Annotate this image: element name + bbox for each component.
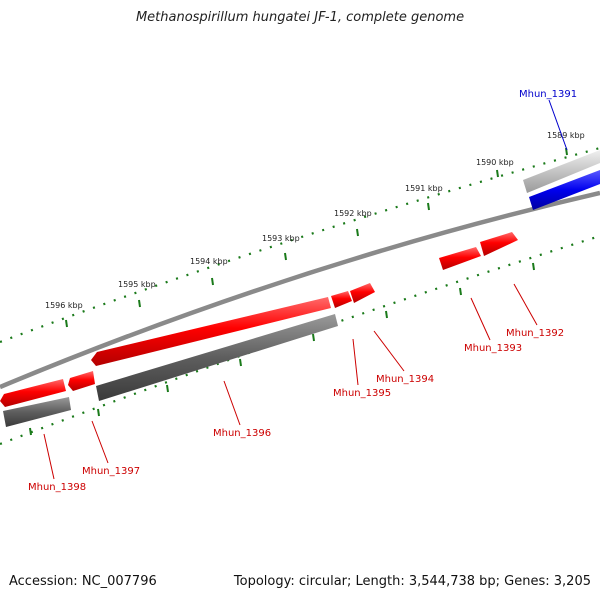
- kbp-tick-label: 1591 kbp: [405, 184, 443, 193]
- genome-title: Methanospirillum hungatei JF-1, complete…: [135, 10, 465, 25]
- kbp-tick: [284, 252, 287, 261]
- label-mhun-1397[interactable]: Mhun_1397: [82, 466, 140, 477]
- gene-features: [0, 150, 600, 427]
- label-mhun-1392[interactable]: Mhun_1392: [506, 328, 564, 339]
- leader-mhun-1398: [43, 433, 55, 480]
- kbp-tick: [427, 202, 430, 211]
- genome-backbone: [0, 190, 600, 390]
- gene-mhun-1392[interactable]: [480, 232, 518, 256]
- label-mhun-1393[interactable]: Mhun_1393: [464, 343, 522, 354]
- kbp-tick: [356, 228, 359, 237]
- kbp-tick-label: 1596 kbp: [45, 301, 83, 310]
- kbp-tick: [65, 319, 68, 328]
- label-mhun-1398[interactable]: Mhun_1398: [28, 482, 86, 493]
- leader-mhun-1396: [223, 380, 241, 426]
- label-mhun-1395[interactable]: Mhun_1395: [333, 388, 391, 399]
- kbp-tick-label: 1593 kbp: [262, 234, 300, 243]
- kbp-scale: 1589 kbp 1590 kbp 1591 kbp 1592 kbp 1593 kbp…: [45, 131, 585, 328]
- leader-mhun-1391: [548, 99, 568, 151]
- gene-labels: Mhun_1391 Mhun_1392 Mhun_1393 Mhun_1394 …: [28, 89, 577, 493]
- gene-mhun-1393[interactable]: [439, 247, 481, 270]
- leader-mhun-1393: [470, 297, 491, 341]
- gene-mhun-1394[interactable]: [350, 283, 375, 303]
- gene-mhun-1397[interactable]: [68, 371, 95, 391]
- inner-major-ticks: [29, 262, 535, 436]
- kbp-tick-label: 1589 kbp: [547, 131, 585, 140]
- inner-ruler: [0, 234, 600, 446]
- accession-label: Accession: NC_007796: [9, 574, 157, 589]
- leader-mhun-1397: [91, 420, 109, 464]
- gene-mhun-1395[interactable]: [331, 291, 352, 308]
- kbp-tick: [138, 299, 141, 308]
- label-mhun-1394[interactable]: Mhun_1394: [376, 374, 434, 385]
- kbp-tick: [496, 169, 499, 178]
- gene-mhun-1398-cds[interactable]: [3, 397, 71, 427]
- kbp-tick-label: 1594 kbp: [190, 257, 228, 266]
- kbp-tick: [211, 277, 214, 286]
- gene-mhun-1396[interactable]: [91, 297, 331, 366]
- kbp-tick-label: 1592 kbp: [334, 209, 372, 218]
- outer-ruler: [0, 146, 600, 344]
- kbp-tick-label: 1590 kbp: [476, 158, 514, 167]
- gene-mhun-1391[interactable]: [529, 170, 600, 210]
- leader-mhun-1395: [352, 338, 359, 386]
- kbp-tick: [565, 147, 568, 156]
- genome-summary: Topology: circular; Length: 3,544,738 bp…: [233, 574, 591, 589]
- label-mhun-1396[interactable]: Mhun_1396: [213, 428, 271, 439]
- label-leaders: [43, 99, 568, 480]
- label-mhun-1391[interactable]: Mhun_1391: [519, 89, 577, 100]
- kbp-tick-label: 1595 kbp: [118, 280, 156, 289]
- leader-mhun-1394: [373, 330, 405, 372]
- leader-mhun-1392: [513, 283, 538, 326]
- gene-mhun-1391-cds[interactable]: [523, 150, 600, 193]
- gene-mhun-1396-cds[interactable]: [96, 314, 338, 401]
- gene-mhun-1398[interactable]: [0, 379, 66, 407]
